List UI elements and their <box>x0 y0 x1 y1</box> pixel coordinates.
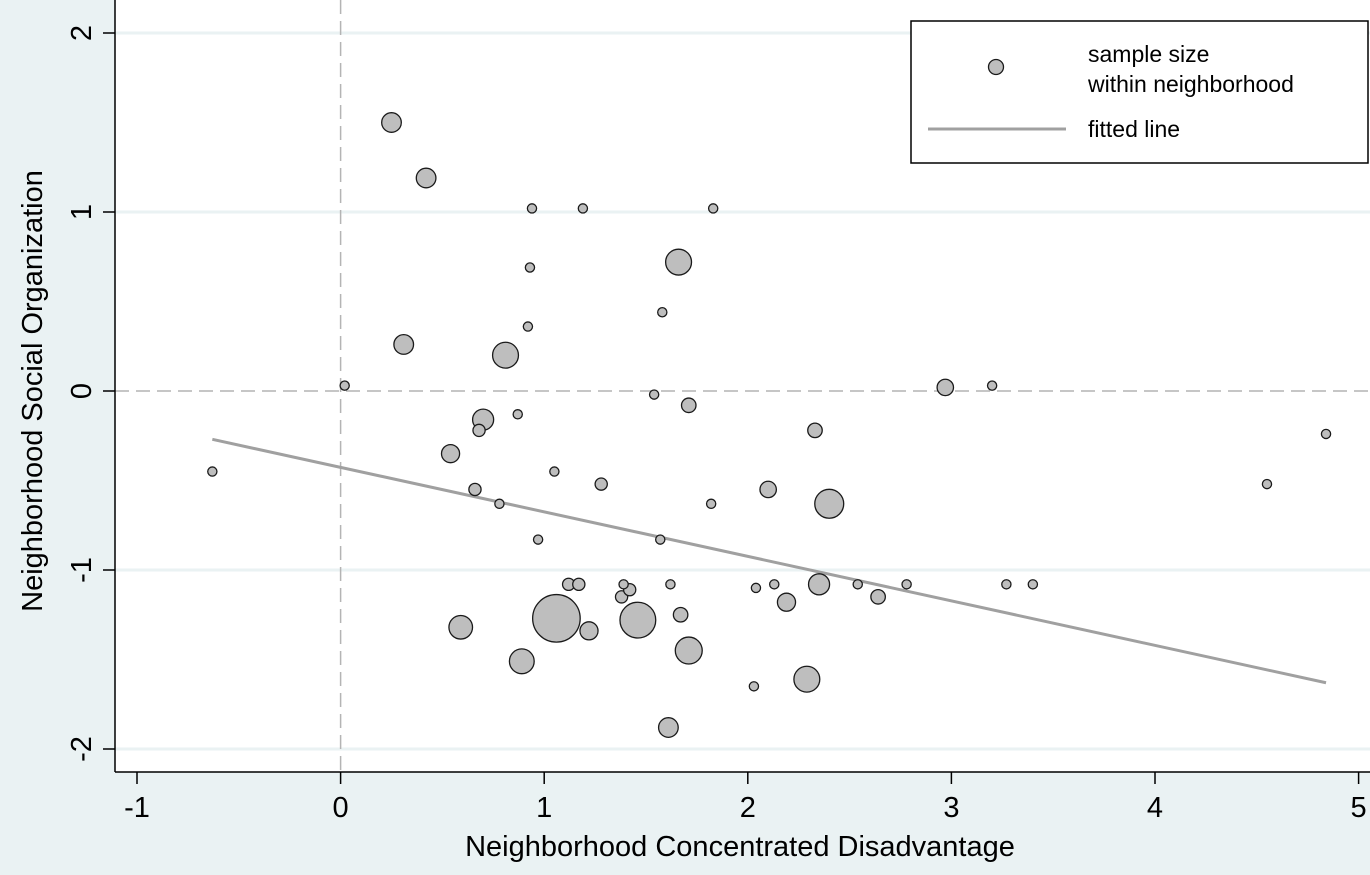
data-point <box>440 443 461 464</box>
data-point <box>508 648 535 675</box>
x-axis-title: Neighborhood Concentrated Disadvantage <box>465 831 1015 863</box>
data-point <box>657 717 679 738</box>
data-point <box>579 621 599 641</box>
y-tick-label: 0 <box>66 383 98 399</box>
legend-label-within-neighborhood: within neighborhood <box>1087 71 1294 97</box>
y-tick-label: -2 <box>66 736 98 762</box>
x-tick-label: -1 <box>124 792 150 824</box>
y-axis-title: Neighborhood Social Organization <box>17 170 49 612</box>
data-point <box>672 606 689 623</box>
x-tick-label: 4 <box>1147 792 1163 824</box>
x-tick-label: 1 <box>536 792 552 824</box>
data-point <box>448 614 474 640</box>
data-point <box>852 579 863 590</box>
data-point <box>594 477 608 491</box>
data-point <box>572 577 586 592</box>
data-point <box>1027 579 1039 590</box>
data-point <box>491 341 520 369</box>
data-point <box>707 203 719 214</box>
data-point <box>680 397 697 414</box>
data-point <box>705 498 717 510</box>
data-point <box>870 588 886 605</box>
data-point <box>619 601 657 639</box>
data-point <box>655 534 666 545</box>
data-point <box>532 534 544 545</box>
data-point <box>618 579 629 590</box>
y-tick-label: 2 <box>66 25 98 41</box>
data-point <box>468 482 482 497</box>
data-point <box>531 593 581 643</box>
data-point <box>1001 579 1012 590</box>
data-point <box>748 681 760 692</box>
data-point <box>769 579 780 590</box>
y-tick-label: 1 <box>66 204 98 220</box>
data-point <box>664 248 693 276</box>
legend-label-fitted-line: fitted line <box>1088 116 1180 142</box>
data-point <box>665 579 676 590</box>
x-tick-label: 5 <box>1351 792 1367 824</box>
data-point <box>526 203 538 214</box>
data-point <box>393 333 415 355</box>
data-point <box>807 422 823 439</box>
data-point <box>207 466 218 477</box>
data-point <box>524 262 536 273</box>
data-point <box>776 592 797 612</box>
data-point <box>472 423 486 438</box>
data-point <box>657 306 668 318</box>
gridlines <box>115 31 1370 751</box>
axes: -1 0 1 2 3 4 5 -2 -1 0 1 2 <box>66 0 1370 824</box>
legend-box <box>910 20 1369 164</box>
fitted-line <box>212 437 1327 685</box>
data-point <box>415 167 437 189</box>
y-tick-label: -1 <box>66 557 98 583</box>
data-point <box>807 573 831 596</box>
data-point <box>793 665 821 693</box>
data-point <box>814 488 845 519</box>
data-point <box>759 480 778 499</box>
data-point <box>648 389 660 400</box>
data-point <box>750 582 762 594</box>
data-point <box>494 498 505 510</box>
data-point <box>1320 428 1332 440</box>
data-point <box>1261 478 1273 490</box>
legend-marker-icon <box>987 58 1005 76</box>
data-point <box>936 378 955 397</box>
data-points <box>207 112 1332 738</box>
data-point <box>339 380 350 391</box>
data-point <box>986 380 998 391</box>
data-point <box>512 409 523 420</box>
data-point <box>381 112 402 133</box>
x-tick-label: 0 <box>333 792 349 824</box>
legend-label-sample-size: sample size <box>1088 41 1209 67</box>
data-point <box>522 321 534 332</box>
x-tick-label: 2 <box>740 792 756 824</box>
data-point <box>901 579 912 590</box>
data-point <box>577 203 589 214</box>
x-tick-label: 3 <box>943 792 959 824</box>
data-point <box>674 636 703 665</box>
data-point <box>549 466 560 477</box>
legend: sample size within neighborhood fitted l… <box>910 20 1369 164</box>
